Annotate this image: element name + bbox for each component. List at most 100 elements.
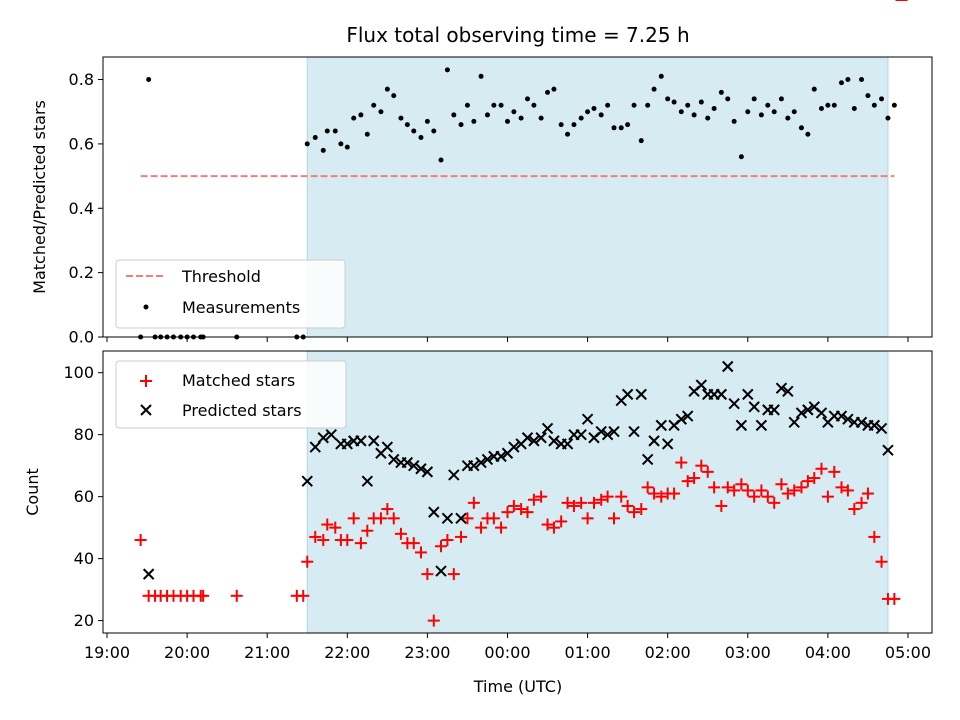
measurement-point	[631, 102, 637, 108]
matched-stars-point	[230, 589, 243, 602]
matched-stars-point	[455, 530, 468, 543]
measurement-point	[798, 125, 804, 131]
matched-stars-point	[387, 512, 400, 525]
x-tick-label: 02:00	[645, 643, 691, 662]
predicted-stars-point	[548, 435, 560, 447]
bottom-legend: Matched stars Predicted stars	[115, 360, 347, 429]
measurement-point	[511, 109, 517, 115]
matched-stars-point	[621, 499, 634, 512]
predicted-stars-point	[601, 428, 614, 441]
predicted-stars-point	[802, 404, 814, 416]
measurement-point	[879, 96, 885, 102]
matched-stars-point	[681, 475, 694, 488]
matched-stars-point	[795, 481, 808, 494]
predicted-stars-point	[661, 438, 674, 450]
threshold-legend-label: Threshold	[181, 267, 261, 286]
measurement-point	[146, 77, 152, 83]
predicted-stars-point	[428, 506, 440, 518]
matched-stars-point	[821, 490, 834, 503]
predicted-stars-point	[368, 435, 380, 447]
measurement-point	[431, 128, 437, 134]
measurement-point	[791, 109, 797, 115]
predicted-stars-point	[722, 360, 734, 373]
predicted-stars-point	[441, 512, 454, 525]
predicted-stars-point	[768, 404, 780, 416]
predicted-stars-point	[675, 413, 688, 425]
predicted-stars-point	[868, 419, 881, 432]
matched-stars-point	[374, 512, 387, 525]
predicted-stars-point	[541, 422, 554, 435]
measurement-point	[625, 122, 631, 128]
y-tick-label: 0.2	[69, 263, 94, 282]
matched-stars-point	[841, 484, 854, 497]
measurement-point	[471, 118, 477, 124]
predicted-stars-point	[628, 425, 640, 438]
observing-window-band	[306, 350, 889, 634]
predicted-stars-point	[728, 397, 740, 410]
predicted-stars-point	[421, 466, 434, 478]
x-tick-label: 21:00	[244, 643, 290, 662]
matched-stars-point	[688, 472, 701, 485]
measurement-point	[891, 102, 897, 108]
matched-stars-point	[735, 478, 748, 491]
measurement-point	[404, 122, 410, 128]
matched-stars-point	[868, 530, 881, 543]
matched-stars-point	[648, 487, 661, 500]
matched-stars-point	[788, 484, 801, 497]
x-tick-label: 19:00	[84, 643, 130, 662]
matched-stars-point	[641, 481, 654, 494]
matched-stars-point	[461, 512, 474, 525]
matched-stars-point	[575, 496, 588, 509]
x-tick-label: 23:00	[404, 643, 450, 662]
predicted-stars-point	[142, 568, 155, 580]
matched-stars-point	[535, 490, 548, 503]
predicted-stars-point	[528, 435, 540, 447]
predicted-stars-point	[508, 441, 520, 453]
measurement-point	[765, 102, 771, 108]
predicted-stars-point	[715, 388, 728, 401]
measurements-legend-label: Measurements	[182, 298, 300, 317]
predicted-stars-point	[381, 441, 394, 453]
matched-stars-point	[755, 484, 768, 497]
measurement-point	[658, 73, 664, 79]
matched-stars-point	[835, 481, 848, 494]
x-tick-label: 01:00	[565, 643, 611, 662]
predicted-stars-point	[648, 435, 660, 447]
measurement-point	[312, 134, 318, 140]
x-tick-label: 20:00	[164, 643, 210, 662]
y-tick-label: 40	[74, 549, 94, 568]
measurement-point	[571, 122, 577, 128]
predicted-stars-point	[748, 401, 760, 413]
measurement-point	[771, 109, 777, 115]
measurement-point	[545, 89, 551, 95]
predicted-stars-point	[735, 419, 748, 432]
matched-stars-point	[521, 506, 534, 519]
matched-stars-point	[427, 614, 440, 627]
matched-stars-point	[728, 484, 741, 497]
predicted-stars-point	[782, 385, 794, 397]
measurement-point	[751, 96, 757, 102]
x-tick-label: 22:00	[324, 643, 370, 662]
measurement-point	[678, 109, 684, 115]
matched-stars-point	[561, 496, 574, 509]
measurement-point	[585, 109, 591, 115]
matched-stars-point	[495, 521, 508, 534]
top-axes-frame	[102, 56, 933, 338]
predicted-stars-point	[608, 425, 620, 438]
measurement-point	[384, 86, 390, 92]
matched-stars-point	[341, 534, 354, 547]
matched-stars-point	[775, 478, 788, 491]
matched-stars-point	[297, 589, 310, 602]
measurement-point	[344, 144, 350, 150]
predicted-stars-point	[448, 469, 460, 481]
predicted-stars-point	[495, 450, 507, 463]
measurement-point	[411, 128, 417, 134]
measurement-point	[478, 73, 484, 79]
measurement-point	[591, 105, 597, 111]
measurement-point	[718, 89, 724, 95]
measurement-point	[371, 102, 377, 108]
matched-stars-point	[848, 503, 861, 516]
measurement-point	[491, 102, 497, 108]
matched-stars-point	[407, 537, 420, 550]
measurement-point	[565, 131, 571, 137]
